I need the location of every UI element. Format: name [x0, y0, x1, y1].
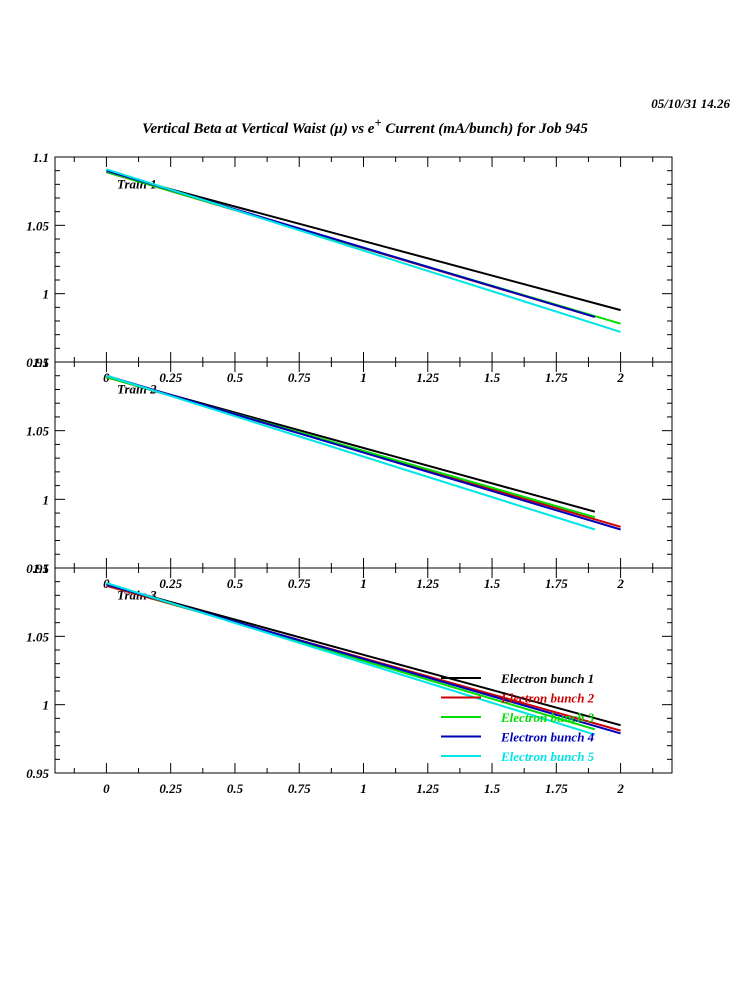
- chart-title: Vertical Beta at Vertical Waist (μ) vs e…: [0, 116, 730, 138]
- x-tick-label: 2: [616, 781, 624, 796]
- title-main: Vertical Beta at Vertical Waist (μ) vs e: [142, 121, 375, 137]
- y-tick-label: 1.1: [33, 150, 49, 165]
- x-tick-label: 1: [360, 576, 367, 591]
- x-tick-label: 1.25: [416, 781, 439, 796]
- y-tick-label: 0.95: [26, 561, 49, 576]
- x-tick-label: 0.75: [288, 781, 311, 796]
- y-tick-label: 1.1: [33, 561, 49, 576]
- x-tick-label: 1.25: [416, 370, 439, 385]
- legend-label-5: Electron bunch 5: [500, 749, 595, 764]
- x-tick-label: 0: [103, 781, 110, 796]
- y-tick-label: 0.95: [26, 766, 49, 781]
- x-tick-label: 0.75: [288, 370, 311, 385]
- x-tick-label: 1.5: [484, 781, 501, 796]
- y-tick-label: 1: [43, 698, 50, 713]
- panel-label: Train 2: [117, 381, 157, 396]
- y-tick-label: 1: [43, 287, 50, 302]
- x-tick-label: 1.5: [484, 370, 501, 385]
- panel-label: Train 1: [117, 176, 157, 191]
- y-tick-label: 1.1: [33, 355, 49, 370]
- x-tick-label: 1.75: [545, 576, 568, 591]
- legend-label-2: Electron bunch 2: [500, 691, 595, 706]
- y-tick-label: 0.95: [26, 355, 49, 370]
- x-tick-label: 1: [360, 781, 367, 796]
- x-tick-label: 0.25: [159, 781, 182, 796]
- series-line-5: [106, 374, 596, 531]
- x-tick-label: 0.75: [288, 576, 311, 591]
- x-tick-label: 0.25: [159, 370, 182, 385]
- x-tick-label: 1.25: [416, 576, 439, 591]
- x-tick-label: 1: [360, 370, 367, 385]
- timestamp: 05/10/31 14.26: [651, 96, 730, 111]
- x-tick-label: 1.5: [484, 576, 501, 591]
- series-line-5: [106, 582, 596, 736]
- y-tick-label: 1.05: [26, 218, 49, 233]
- x-tick-label: 0.5: [227, 781, 244, 796]
- y-tick-label: 1.05: [26, 424, 49, 439]
- legend-label-1: Electron bunch 1: [500, 671, 594, 686]
- x-tick-label: 2: [616, 576, 624, 591]
- series-line-1: [106, 583, 621, 727]
- y-tick-label: 1: [43, 492, 50, 507]
- x-tick-label: 0.5: [227, 370, 244, 385]
- y-tick-label: 1.05: [26, 629, 49, 644]
- legend-label-4: Electron bunch 4: [500, 730, 595, 745]
- legend-label-3: Electron bunch 3: [500, 710, 595, 725]
- x-tick-label: 2: [616, 370, 624, 385]
- x-tick-label: 0.25: [159, 576, 182, 591]
- title-rest: Current (mA/bunch) for Job 945: [381, 121, 588, 137]
- series-line-4: [106, 374, 621, 531]
- title-superscript: +: [374, 116, 382, 130]
- series-line-1: [106, 171, 621, 312]
- series-line-5: [106, 168, 621, 333]
- x-tick-label: 1.75: [545, 370, 568, 385]
- x-tick-label: 1.75: [545, 781, 568, 796]
- x-tick-label: 0.5: [227, 576, 244, 591]
